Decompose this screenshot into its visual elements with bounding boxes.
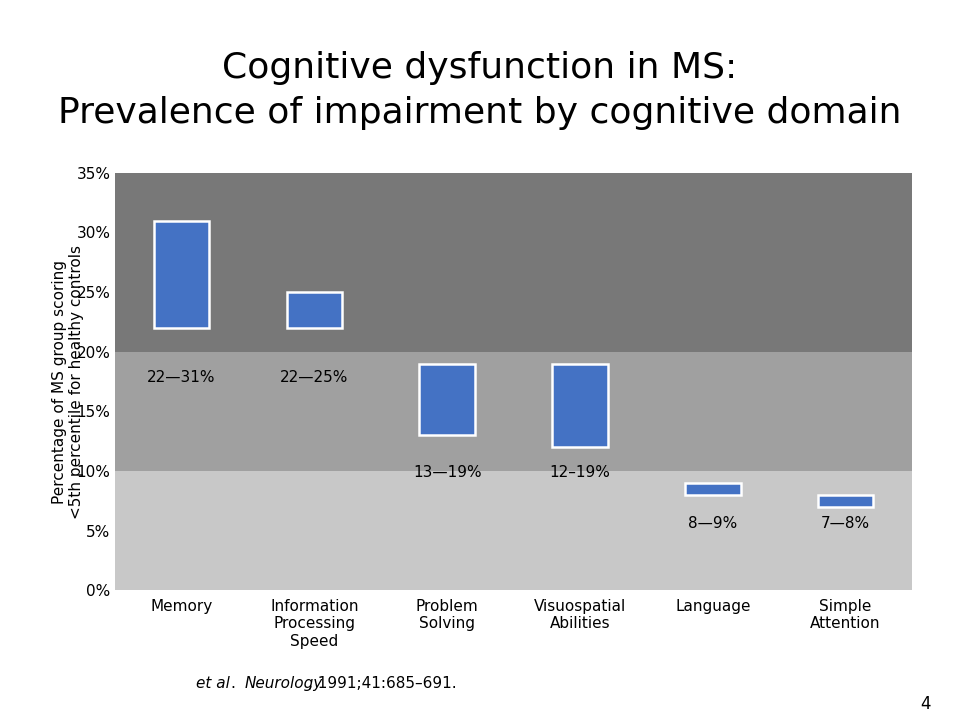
Bar bbox=[115, 173, 912, 352]
Y-axis label: Percentage of MS group scoring
<5th percentile for healthy controls: Percentage of MS group scoring <5th perc… bbox=[52, 245, 84, 518]
Bar bbox=[818, 495, 874, 507]
Bar bbox=[115, 352, 912, 471]
Bar bbox=[420, 364, 475, 436]
Text: et al: et al bbox=[196, 676, 229, 691]
Text: , 1991;41:685–691.: , 1991;41:685–691. bbox=[308, 676, 457, 691]
Text: Adapted from Rao et al: Adapted from Rao et al bbox=[77, 676, 254, 691]
Bar bbox=[684, 483, 741, 495]
Text: 22—31%: 22—31% bbox=[147, 369, 216, 384]
Bar bbox=[115, 471, 912, 590]
Text: 8—9%: 8—9% bbox=[688, 516, 737, 531]
Text: 13—19%: 13—19% bbox=[413, 465, 482, 480]
Bar bbox=[154, 220, 209, 328]
Text: 4: 4 bbox=[921, 695, 931, 713]
Text: 12–19%: 12–19% bbox=[549, 465, 611, 480]
Bar bbox=[552, 364, 608, 447]
Text: Adapted from Rao: Adapted from Rao bbox=[77, 676, 220, 691]
Text: .: . bbox=[231, 676, 241, 691]
Bar bbox=[286, 292, 343, 328]
Text: 7—8%: 7—8% bbox=[821, 516, 870, 531]
Text: Neurology: Neurology bbox=[245, 676, 324, 691]
Text: Cognitive dysfunction in MS:
Prevalence of impairment by cognitive domain: Cognitive dysfunction in MS: Prevalence … bbox=[59, 51, 901, 130]
Text: 22—25%: 22—25% bbox=[280, 369, 348, 384]
